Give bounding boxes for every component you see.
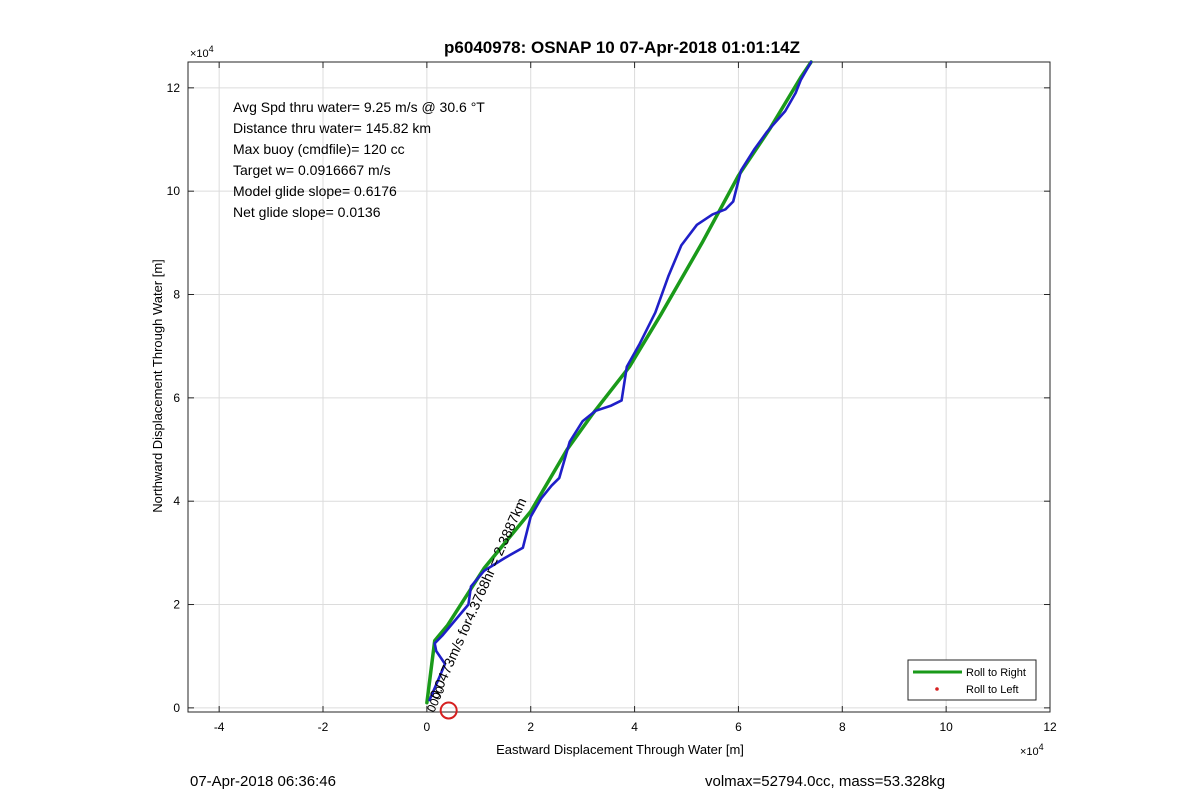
x-multiplier-exponent: 4: [1039, 742, 1044, 752]
data-series: [425, 60, 813, 720]
glide-track-line: [428, 60, 813, 702]
x-tick-label: 8: [839, 720, 846, 734]
grid: [188, 62, 1051, 712]
x-tick-label: 0: [424, 720, 431, 734]
y-tick-label: 8: [173, 288, 180, 302]
legend: Roll to Right Roll to Left: [907, 659, 1037, 701]
x-tick-label: 4: [631, 720, 638, 734]
y-tick-label: 2: [173, 598, 180, 612]
y-tick-label: 6: [173, 391, 180, 405]
x-tick-label: 12: [1043, 720, 1057, 734]
y-tick-label: 10: [167, 184, 181, 198]
info-line-model-slope: Model glide slope= 0.6176: [233, 183, 397, 199]
info-line-distance: Distance thru water= 145.82 km: [233, 120, 431, 136]
plot-area: [188, 62, 1050, 712]
axis-ticks: -4 -2 0 2 4 6 8 10 12 0 2 4 6 8 10 12: [167, 62, 1057, 734]
legend-label-roll-left: Roll to Left: [966, 684, 1019, 696]
legend-box: [907, 659, 1037, 701]
x-multiplier: ×104: [1020, 742, 1044, 758]
y-multiplier: ×104: [190, 44, 214, 60]
x-tick-label: 2: [527, 720, 534, 734]
footer-timestamp: 07-Apr-2018 06:36:46: [190, 773, 336, 790]
glide-track-chart: -4 -2 0 2 4 6 8 10 12 0 2 4 6 8 10 12 p6040978: OSNAP 1…: [150, 38, 1057, 758]
legend-label-roll-right: Roll to Right: [966, 667, 1026, 679]
x-tick-label: -2: [318, 720, 329, 734]
y-tick-label: 4: [173, 494, 180, 508]
y-axis-label: Northward Displacement Through Water [m]: [150, 259, 165, 513]
plot-frame: [187, 61, 1051, 713]
x-axis-label: Eastward Displacement Through Water [m]: [496, 742, 744, 757]
y-tick-label: 12: [167, 81, 181, 95]
info-line-target-w: Target w= 0.0916667 m/s: [233, 162, 391, 178]
x-multiplier-base: ×10: [1020, 746, 1039, 758]
footer-stats: volmax=52794.0cc, mass=53.328kg: [705, 773, 946, 790]
y-multiplier-exponent: 4: [209, 44, 214, 54]
legend-dot-roll-left: [935, 687, 939, 691]
info-line-buoy: Max buoy (cmdfile)= 120 cc: [233, 141, 405, 157]
x-tick-label: -4: [214, 720, 225, 734]
start-marker: [439, 701, 458, 720]
y-tick-label: 0: [173, 701, 180, 715]
x-tick-label: 6: [735, 720, 742, 734]
info-line-speed: Avg Spd thru water= 9.25 m/s @ 30.6 °T: [233, 99, 485, 115]
y-multiplier-base: ×10: [190, 48, 209, 60]
info-line-net-slope: Net glide slope= 0.0136: [233, 204, 381, 220]
x-tick-label: 10: [939, 720, 953, 734]
chart-title: p6040978: OSNAP 10 07-Apr-2018 01:01:14Z: [444, 38, 800, 57]
info-box: Avg Spd thru water= 9.25 m/s @ 30.6 °T D…: [233, 99, 485, 220]
